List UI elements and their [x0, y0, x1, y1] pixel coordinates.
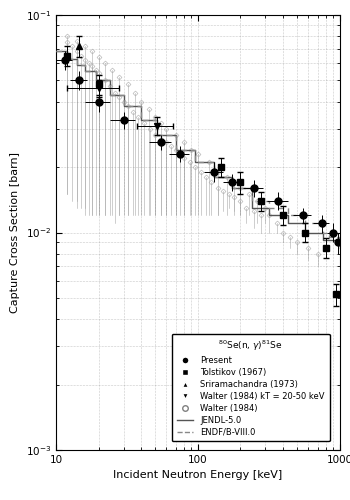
Legend: Present, Tolstikov (1967), Sriramachandra (1973), Walter (1984) kT = 20-50 keV, : Present, Tolstikov (1967), Sriramachandr… — [172, 334, 330, 442]
Y-axis label: Capture Cross Section [barn]: Capture Cross Section [barn] — [10, 152, 20, 313]
X-axis label: Incident Neutron Energy [keV]: Incident Neutron Energy [keV] — [113, 470, 282, 480]
